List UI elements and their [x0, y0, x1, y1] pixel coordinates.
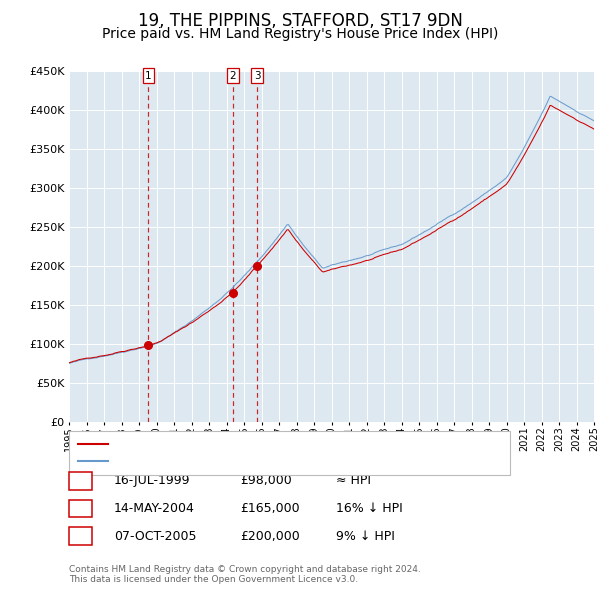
Text: £98,000: £98,000	[240, 474, 292, 487]
Text: ≈ HPI: ≈ HPI	[336, 474, 371, 487]
Text: Price paid vs. HM Land Registry's House Price Index (HPI): Price paid vs. HM Land Registry's House …	[102, 27, 498, 41]
Text: 14-MAY-2004: 14-MAY-2004	[114, 502, 195, 515]
Text: 07-OCT-2005: 07-OCT-2005	[114, 530, 197, 543]
Text: 3: 3	[254, 71, 260, 81]
Text: 16% ↓ HPI: 16% ↓ HPI	[336, 502, 403, 515]
Text: 19, THE PIPPINS, STAFFORD, ST17 9DN: 19, THE PIPPINS, STAFFORD, ST17 9DN	[137, 12, 463, 30]
Text: 1: 1	[76, 474, 85, 487]
Text: 2: 2	[76, 502, 85, 515]
Text: 3: 3	[76, 530, 85, 543]
Text: Contains HM Land Registry data © Crown copyright and database right 2024.
This d: Contains HM Land Registry data © Crown c…	[69, 565, 421, 584]
Text: 1: 1	[145, 71, 152, 81]
Text: HPI: Average price, detached house, Stafford: HPI: Average price, detached house, Staf…	[111, 457, 362, 466]
Text: £200,000: £200,000	[240, 530, 300, 543]
Text: 2: 2	[230, 71, 236, 81]
Text: 9% ↓ HPI: 9% ↓ HPI	[336, 530, 395, 543]
Text: 19, THE PIPPINS, STAFFORD, ST17 9DN (detached house): 19, THE PIPPINS, STAFFORD, ST17 9DN (det…	[111, 439, 430, 448]
Text: £165,000: £165,000	[240, 502, 299, 515]
Text: 16-JUL-1999: 16-JUL-1999	[114, 474, 191, 487]
